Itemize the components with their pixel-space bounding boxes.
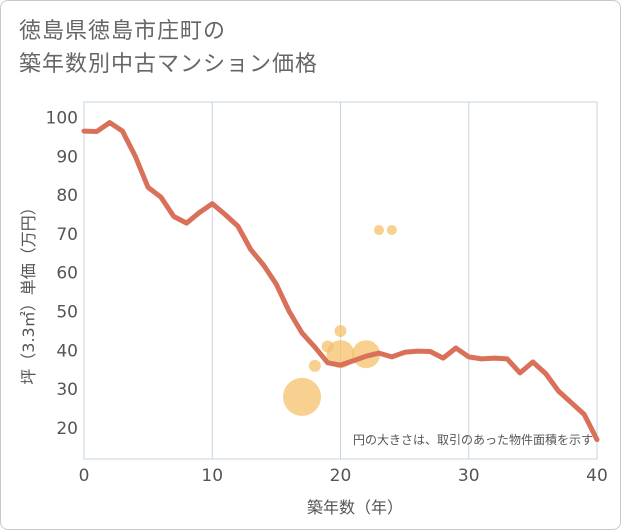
- bubble-size-note: 円の大きさは、取引のあった物件面積を示す: [353, 432, 593, 447]
- bubble-7: [386, 225, 397, 236]
- chart-title-line-2: 築年数別中古マンション価格: [19, 52, 319, 77]
- y-tick-labels: 20 30 40 50 60 70 80 90 100: [46, 109, 78, 439]
- bubble-6: [373, 225, 384, 236]
- x-tick-label-30: 30: [458, 466, 480, 486]
- bubble-1: [308, 359, 321, 372]
- chart-title-line-1: 徳島県徳島市庄町の: [19, 19, 227, 44]
- y-tick-label-60: 60: [56, 264, 78, 284]
- x-tick-labels: 0 10 20 30 40: [79, 466, 608, 486]
- chart-title: 徳島県徳島市庄町の 築年数別中古マンション価格: [19, 15, 318, 81]
- y-axis-label: 坪（3.3㎡）単価（万円）: [19, 199, 38, 384]
- x-gridlines: [211, 102, 470, 459]
- y-tick-label-30: 30: [56, 380, 78, 400]
- y-tick-label-50: 50: [56, 303, 78, 323]
- x-tick-label-10: 10: [201, 466, 223, 486]
- bubble-3: [334, 324, 347, 337]
- x-tick-label-0: 0: [79, 466, 90, 486]
- y-tick-label-70: 70: [56, 225, 78, 245]
- y-tick-label-80: 80: [56, 186, 78, 206]
- x-tick-label-20: 20: [330, 466, 352, 486]
- y-tick-label-90: 90: [56, 147, 78, 167]
- bubble-0: [283, 377, 322, 416]
- x-tick-label-40: 40: [586, 466, 608, 486]
- y-tick-label-20: 20: [56, 419, 78, 439]
- x-axis-label: 築年数（年）: [307, 498, 403, 517]
- y-tick-label-40: 40: [56, 341, 78, 361]
- price-line: [81, 120, 600, 443]
- y-tick-label-100: 100: [46, 109, 78, 129]
